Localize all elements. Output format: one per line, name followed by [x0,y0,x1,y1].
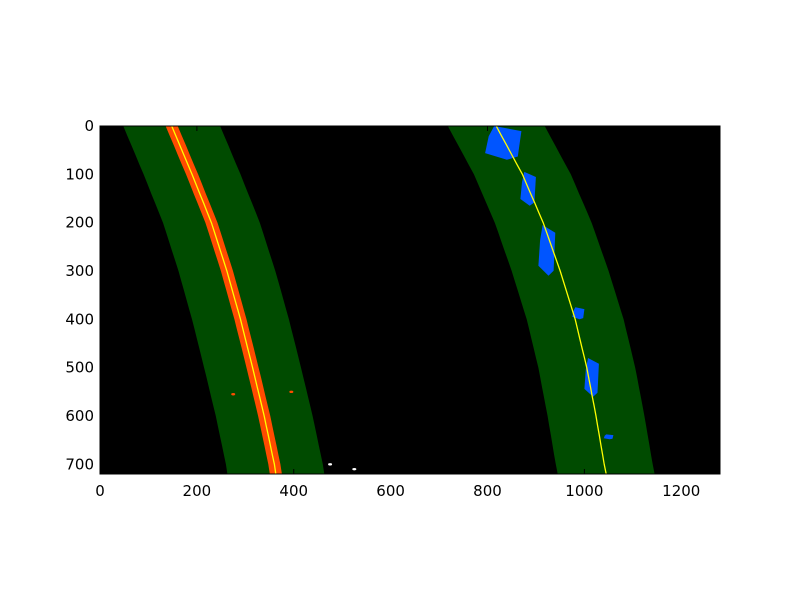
x-tick-label: 200 [183,482,212,500]
image-layer [123,126,655,474]
x-tick-label: 400 [279,482,308,500]
right-lane-pixel-blob [572,307,585,320]
y-tick-label: 600 [65,407,94,425]
left-lane-pixels [165,126,282,474]
axes-frame [99,125,721,475]
noise-pixel [289,390,294,394]
y-tick-label: 200 [65,214,94,232]
right-lane-pixel-blob [538,225,556,276]
noise-pixel [231,393,236,396]
y-tick-label: 100 [65,165,94,183]
x-tick-label: 0 [95,482,105,500]
y-tick-label: 0 [84,117,94,135]
right-lane-pixel-blob [603,434,614,440]
y-tick-label: 500 [65,359,94,377]
y-tick-label: 700 [65,455,94,473]
x-tick-label: 800 [473,482,502,500]
x-tick-label: 1000 [565,482,603,500]
right-lane-pixel-blob [584,358,599,397]
right-lane-pixel-blob [485,126,522,160]
axes: 0 200 400 600 800 1000 1200 0 100 200 300 400 500 600… [65,117,721,500]
left-lane-search-window [123,126,325,474]
x-tick-label: 600 [376,482,405,500]
y-tick-label: 400 [65,310,94,328]
plot-area [100,126,720,474]
right-lane-fit-line [495,126,607,474]
noise-pixel [352,467,357,471]
x-tick-label: 1200 [662,482,700,500]
noise-pixel [328,463,333,466]
right-lane-search-window [447,126,655,474]
y-tick-label: 300 [65,262,94,280]
left-lane-fit-line [171,126,277,474]
